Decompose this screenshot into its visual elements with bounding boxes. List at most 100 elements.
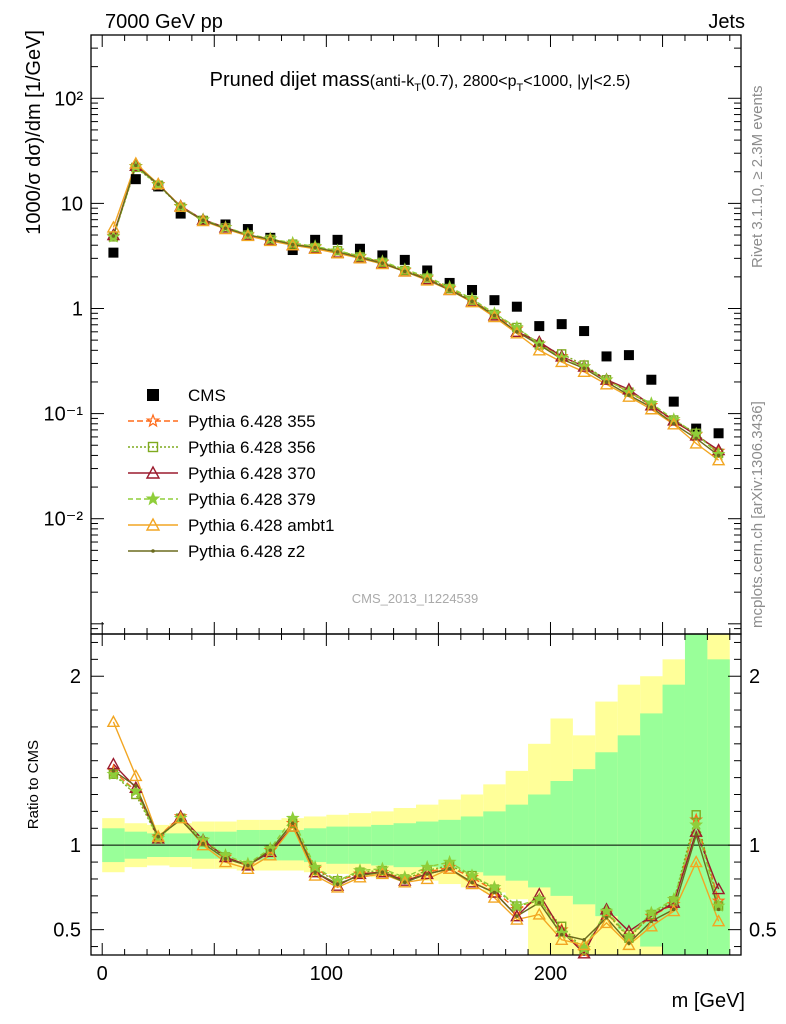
main-point-cms (601, 351, 612, 362)
ratio-point-ambt1 (711, 914, 726, 927)
ratio-point-p379 (487, 880, 502, 894)
plot-title-subscript-2: T (517, 82, 524, 94)
ratio-point-z2 (559, 932, 564, 937)
main-point-z2 (358, 255, 362, 260)
main-point-z2 (515, 330, 519, 334)
main-line-z2 (112, 164, 720, 456)
ratio-point-p370 (465, 875, 479, 888)
ratio-point-ambt1 (487, 890, 502, 903)
ratio-point-ambt1 (218, 855, 233, 868)
legend-label-z2: Pythia 6.428 z2 (188, 542, 305, 561)
band-inner-bin (416, 821, 439, 868)
ratio-point-ambt1 (353, 870, 367, 883)
ratio-line-z2 (113, 770, 720, 945)
ratio-point-z2 (358, 873, 362, 878)
ratio-point-ambt1 (330, 880, 345, 893)
legend-label-cms: CMS (188, 386, 226, 405)
legend-marker-p355 (145, 413, 161, 428)
mcplots-label: mcplots.cern.ch [arXiv:1306.3436] (749, 401, 766, 628)
ratio-point-z2 (134, 784, 138, 788)
main-point-ambt1 (330, 246, 345, 259)
ratio-point-ambt1 (241, 861, 255, 875)
ratio-point-p379 (689, 817, 704, 831)
main-point-z2 (604, 380, 609, 384)
band-inner-bin (572, 769, 596, 905)
ratio-y-tick-label: 0.5 (53, 920, 81, 942)
rivet-label: Rivet 3.1.10, ≥ 2.3M events (749, 86, 766, 269)
ratio-point-z2 (268, 848, 273, 853)
legend-label-p355: Pythia 6.428 355 (188, 412, 316, 431)
band-inner-bin (684, 634, 708, 955)
ratio-line-p379 (112, 773, 720, 950)
ratio-point-p379 (106, 766, 121, 781)
ratio-point-z2 (246, 863, 250, 868)
plot-title-subscript-1: T (414, 82, 421, 94)
main-point-z2 (268, 237, 273, 242)
ratio-y-tick-label-right: 2 (749, 666, 760, 688)
y-tick-label: 10⁻¹ (44, 404, 84, 426)
main-point-cms (130, 174, 141, 185)
main-point-cms (623, 350, 634, 361)
ratio-point-ambt1 (286, 819, 300, 832)
ratio-y-tick-label: 1 (70, 835, 81, 857)
main-point-ambt1 (622, 389, 636, 402)
ratio-point-ambt1 (106, 714, 121, 728)
plot-title-sub: (anti-k (370, 73, 415, 90)
ratio-point-ambt1 (532, 907, 546, 920)
main-point-ambt1 (129, 156, 143, 169)
plot-title-sub-3: <1000, |y|<2.5) (523, 73, 630, 90)
ratio-point-ambt1 (689, 855, 703, 868)
axis-ticks: 0 100 200 10⁻² 10⁻¹ 1 10 10² 0.5 0.5 1 1 2 2 (44, 34, 777, 985)
band-inner-bin (528, 794, 551, 888)
main-point-ambt1 (667, 417, 681, 430)
ratio-point-ambt1 (599, 915, 614, 929)
ratio-point-z2 (178, 818, 183, 822)
main-point-z2 (425, 277, 430, 281)
y-tick-label: 10 (61, 193, 83, 215)
ratio-point-p379 (509, 898, 524, 912)
ratio-xlabel: m [GeV] (672, 990, 745, 1012)
ratio-point-ambt1 (420, 872, 434, 885)
main-point-cms (108, 247, 119, 258)
ratio-ylabel: Ratio to CMS (25, 740, 42, 829)
y-tick-label: 10² (54, 88, 83, 110)
ratio-point-z2 (313, 870, 317, 875)
band-inner-bin (438, 819, 461, 869)
ratio-point-z2 (649, 919, 654, 924)
main-point-cms (668, 396, 679, 407)
ratio-point-z2 (425, 872, 430, 876)
main-point-ambt1 (465, 295, 479, 308)
plot-title-main: Pruned dijet mass (210, 69, 370, 91)
ratio-point-z2 (604, 916, 609, 920)
main-point-z2 (134, 163, 138, 168)
ratio-point-z2 (380, 870, 385, 875)
main-point-ambt1 (375, 257, 390, 270)
ratio-point-z2 (223, 856, 228, 861)
main-point-cms (713, 428, 724, 439)
main-point-ambt1 (689, 436, 703, 449)
main-point-z2 (335, 250, 340, 254)
band-inner-bin (483, 811, 506, 876)
main-point-z2 (694, 436, 698, 441)
main-point-ambt1 (644, 402, 659, 415)
ratio-point-z2 (716, 907, 721, 912)
main-point-z2 (447, 288, 452, 292)
ratio-bands (102, 634, 730, 955)
ratio-point-z2 (537, 900, 542, 905)
main-line-p370 (112, 164, 719, 451)
ratio-point-ambt1 (465, 877, 479, 890)
ratio-point-ambt1 (510, 912, 524, 925)
main-ylabel: 1000/σ dσ)/dm [1/GeV] (23, 30, 45, 235)
main-point-ambt1 (286, 238, 300, 251)
band-inner-bin (662, 684, 685, 955)
header-right: Jets (708, 11, 745, 33)
main-point-z2 (402, 269, 407, 274)
main-point-z2 (627, 393, 631, 397)
legend-label-p356: Pythia 6.428 356 (188, 438, 316, 457)
band-inner-bin (707, 659, 730, 955)
legend-marker-z2 (151, 549, 155, 553)
main-point-z2 (246, 233, 250, 237)
ratio-point-ambt1 (375, 866, 390, 880)
band-inner-bin (460, 816, 484, 873)
